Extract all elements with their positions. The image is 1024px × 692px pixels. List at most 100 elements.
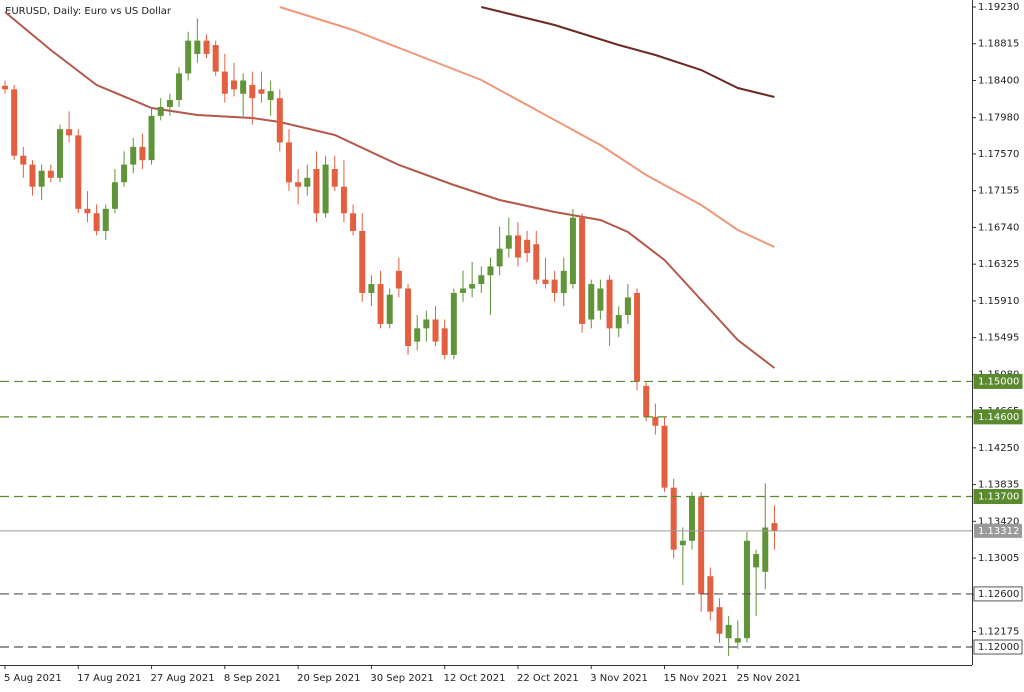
candle-body [707, 576, 714, 612]
candle-body [698, 496, 705, 594]
candle-body [725, 624, 732, 639]
candle-body [533, 244, 540, 280]
candle-body [121, 164, 128, 183]
x-tick-label: 30 Sep 2021 [370, 673, 433, 684]
level-label: 1.15000 [978, 376, 1019, 387]
candle-body [652, 416, 659, 426]
candle-body [66, 129, 73, 136]
candle-body [29, 164, 36, 187]
chart-title: EURUSD, Daily: Euro vs US Dollar [5, 6, 172, 17]
y-tick-label: 1.17980 [978, 113, 1019, 124]
candle-body [643, 385, 650, 417]
candle-body [157, 107, 164, 116]
candle-body [588, 284, 595, 320]
candle-body [212, 45, 219, 72]
candle-body [661, 425, 668, 488]
candle-body [368, 284, 375, 293]
candle-body [414, 328, 421, 342]
x-tick-label: 22 Oct 2021 [517, 673, 579, 684]
candle-body [20, 155, 27, 165]
candle-body [75, 135, 82, 209]
candle-body [514, 235, 521, 258]
candle-body [441, 328, 448, 355]
x-tick-label: 3 Nov 2021 [590, 673, 648, 684]
candle-body [450, 292, 457, 355]
candle-body [130, 146, 137, 165]
candle-body [524, 239, 531, 254]
candle-body [93, 213, 100, 231]
candle-body [285, 142, 292, 183]
level-label: 1.14600 [978, 412, 1019, 423]
level-label: 1.13700 [978, 492, 1019, 503]
y-tick-label: 1.19230 [978, 2, 1019, 13]
x-tick-label: 17 Aug 2021 [77, 673, 141, 684]
level-box [973, 639, 1023, 655]
y-tick-label: 1.13835 [978, 480, 1019, 491]
x-tick-label: 5 Aug 2021 [4, 673, 62, 684]
y-tick-label: 1.16740 [978, 222, 1019, 233]
candle-body [542, 279, 549, 285]
candle-body [753, 554, 760, 568]
candle-body [249, 84, 256, 99]
y-tick-label: 1.17570 [978, 149, 1019, 160]
level-label: 1.12000 [978, 642, 1019, 653]
candle-body [267, 91, 274, 100]
x-tick-label: 15 Nov 2021 [664, 673, 728, 684]
candle-body [322, 164, 329, 214]
candle-body [423, 319, 430, 329]
level-label: 1.12600 [978, 589, 1019, 600]
y-tick-label: 1.18400 [978, 75, 1019, 86]
candle-body [84, 208, 91, 214]
candle-body [569, 217, 576, 285]
candle-body [615, 315, 622, 329]
candle-body [679, 540, 686, 546]
candle-body [560, 270, 567, 293]
candle-body [743, 540, 750, 639]
candle-body [240, 80, 247, 94]
candle-body [432, 319, 439, 342]
candle-body [689, 496, 695, 541]
level-box [973, 586, 1023, 602]
candle-body [716, 607, 723, 634]
candle-body [38, 170, 45, 187]
candle-body [606, 279, 613, 329]
candle-body [670, 487, 677, 550]
candle-body [11, 89, 18, 156]
candle-body [295, 182, 302, 187]
candle-body [771, 523, 778, 532]
candle-body [166, 99, 173, 108]
candle-body [56, 129, 63, 178]
candle-body [47, 170, 54, 178]
candle-body [460, 288, 466, 293]
candle-body [597, 288, 604, 311]
candle-body [579, 217, 586, 324]
candle-body [304, 177, 311, 187]
y-tick-label: 1.13005 [978, 553, 1019, 564]
x-tick-label: 20 Sep 2021 [297, 673, 360, 684]
y-tick-label: 1.14250 [978, 443, 1019, 454]
level-box [973, 409, 1023, 425]
moving-average [279, 6, 775, 248]
candle-body [176, 73, 183, 100]
candle-body [487, 266, 494, 276]
level-box [973, 489, 1023, 505]
candle-body [386, 294, 393, 324]
candle-body [221, 71, 228, 94]
candle-body [395, 270, 402, 289]
candle-body [377, 284, 384, 324]
candle-body [551, 279, 558, 293]
candle-body [258, 89, 265, 94]
candle-body [340, 186, 347, 214]
y-tick-label: 1.12175 [978, 627, 1019, 638]
candle-body [624, 297, 631, 316]
y-tick-label: 1.15495 [978, 333, 1019, 344]
candle-body [102, 208, 109, 231]
candle-body [405, 288, 412, 347]
candle-body [139, 146, 146, 161]
candle-body [276, 98, 283, 143]
current-price-label: 1.13312 [978, 526, 1019, 537]
y-tick-label: 1.17155 [978, 186, 1019, 197]
y-tick-label: 1.15910 [978, 296, 1019, 307]
moving-average [481, 6, 775, 98]
